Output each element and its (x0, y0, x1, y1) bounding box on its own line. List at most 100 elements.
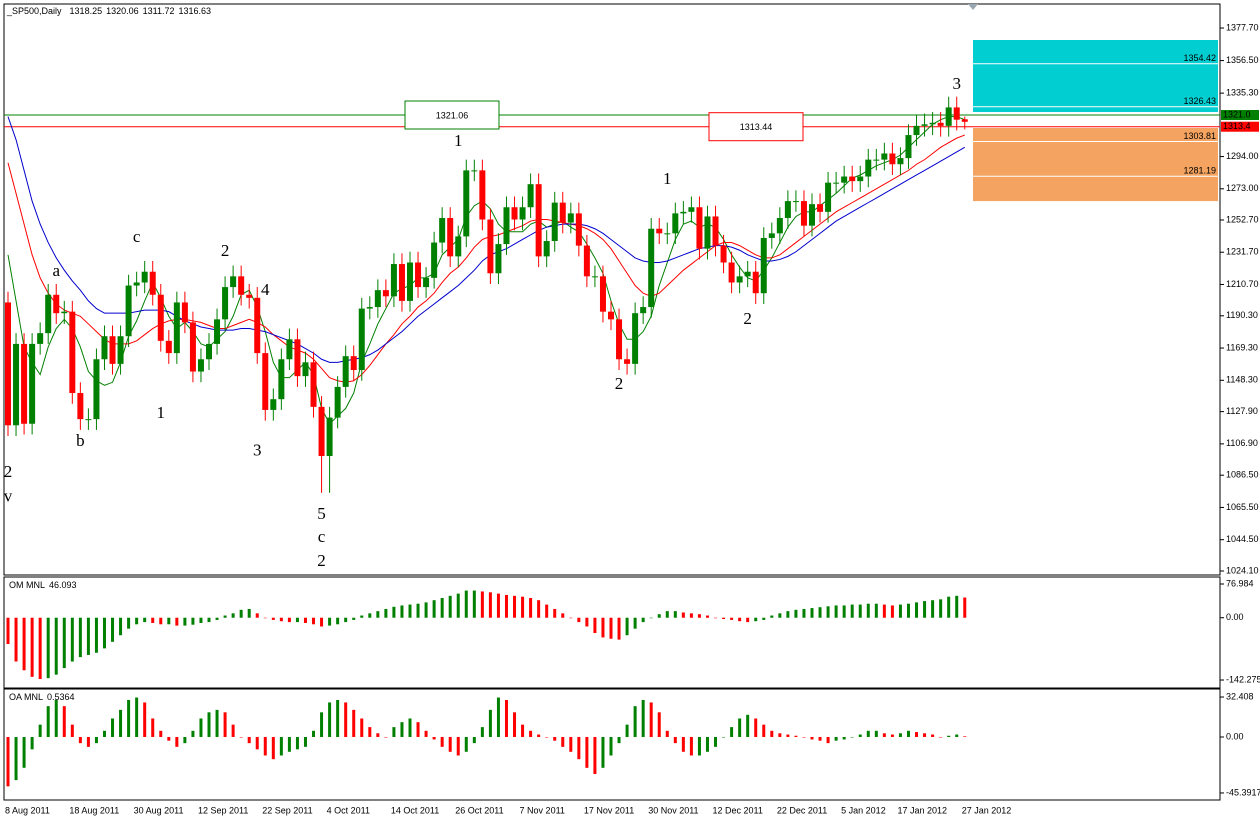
candle-body (575, 213, 582, 246)
x-tick-label: 8 Aug 2011 (5, 805, 50, 815)
histogram-bar (175, 617, 179, 626)
histogram-bar (617, 736, 621, 744)
histogram-bar (215, 709, 219, 737)
candle-body (230, 276, 237, 288)
candle-body (133, 282, 140, 286)
histogram-bar (955, 595, 959, 618)
candle-body (688, 207, 695, 212)
histogram-bar (102, 730, 106, 737)
fib-zone (973, 127, 1218, 202)
wave-label: 4 (261, 280, 270, 299)
histogram-bar (320, 617, 324, 627)
price-tag-label: 1313.4 (1223, 121, 1251, 131)
histogram-bar (955, 734, 959, 737)
histogram-bar (312, 617, 316, 625)
histogram-bar (119, 709, 123, 737)
histogram-bar (496, 593, 500, 618)
histogram-bar (890, 734, 894, 737)
histogram-bar (175, 736, 179, 747)
candle-body (583, 245, 590, 277)
histogram-bar (247, 736, 251, 744)
candle-body (366, 307, 373, 309)
wave-label: 2 (221, 241, 230, 260)
candle-body (278, 359, 285, 400)
candle-body (157, 294, 164, 341)
histogram-bar (730, 727, 734, 737)
candle-body (310, 362, 317, 407)
y-tick-label: 1273.00 (1226, 183, 1259, 193)
candle-body (69, 311, 76, 394)
histogram-bar (609, 617, 613, 639)
x-tick-label: 22 Dec 2011 (777, 805, 827, 815)
histogram-bar (440, 736, 444, 747)
histogram-bar (384, 736, 388, 738)
x-tick-label: 12 Dec 2011 (713, 805, 763, 815)
histogram-bar (649, 702, 653, 737)
histogram-bar (159, 617, 163, 625)
candle-body (455, 236, 462, 257)
histogram-bar (22, 617, 26, 671)
y-tick-label: 1356.50 (1226, 55, 1259, 65)
candle-body (93, 359, 100, 420)
histogram-bar (947, 735, 951, 737)
histogram-bar (287, 617, 291, 623)
histogram-bar (746, 714, 750, 737)
histogram-bar (617, 617, 621, 640)
candle-body (881, 153, 888, 160)
histogram-bar (577, 736, 581, 760)
histogram-bar (633, 617, 637, 629)
candle-body (125, 285, 132, 337)
histogram-bar (697, 614, 701, 618)
histogram-bar (376, 611, 380, 618)
histogram-bar (14, 736, 18, 781)
fib-level-label: 1326.43 (1183, 96, 1216, 106)
wave-label: 2 (615, 374, 624, 393)
y-tick-label: 1190.30 (1226, 310, 1258, 320)
histogram-bar (585, 736, 589, 768)
histogram-bar (223, 615, 227, 618)
histogram-bar (826, 606, 830, 618)
histogram-bar (513, 595, 517, 618)
histogram-bar (577, 617, 581, 623)
candle-body (792, 201, 799, 203)
histogram-bar (874, 603, 878, 618)
histogram-bar (770, 730, 774, 737)
histogram-bar (689, 613, 693, 618)
histogram-bar (545, 604, 549, 618)
histogram-bar (464, 736, 468, 752)
candle-body (214, 319, 221, 344)
histogram-bar (295, 617, 299, 623)
histogram-bar (143, 617, 147, 623)
candle-body (768, 233, 775, 238)
candle-body (29, 343, 36, 424)
y-tick-label: 1024.10 (1226, 565, 1259, 575)
candle-body (616, 319, 623, 360)
candle-body (648, 228, 655, 308)
histogram-bar (834, 736, 838, 741)
histogram-bar (778, 733, 782, 737)
y-tick-label: 1377.70 (1226, 22, 1259, 32)
histogram-bar (46, 617, 50, 679)
histogram-bar (78, 736, 82, 744)
candle-body (680, 211, 687, 214)
histogram-bar (448, 595, 452, 618)
histogram-bar (78, 617, 82, 658)
candle-body (857, 176, 864, 182)
histogram-bar (102, 617, 106, 649)
candle-body (760, 237, 767, 294)
y-tick-label: 1169.30 (1226, 342, 1258, 352)
histogram-bar (247, 608, 251, 618)
histogram-bar (641, 699, 645, 737)
candle-body (776, 217, 783, 234)
price-tag-label: 1321.0 (1223, 109, 1251, 119)
candle-body (21, 343, 28, 424)
histogram-bar (360, 615, 364, 618)
candle-body (294, 339, 301, 377)
histogram-bar (810, 608, 814, 618)
histogram-bar (569, 617, 573, 619)
candle-body (350, 356, 357, 371)
candle-body (535, 184, 542, 257)
histogram-bar (279, 617, 283, 622)
